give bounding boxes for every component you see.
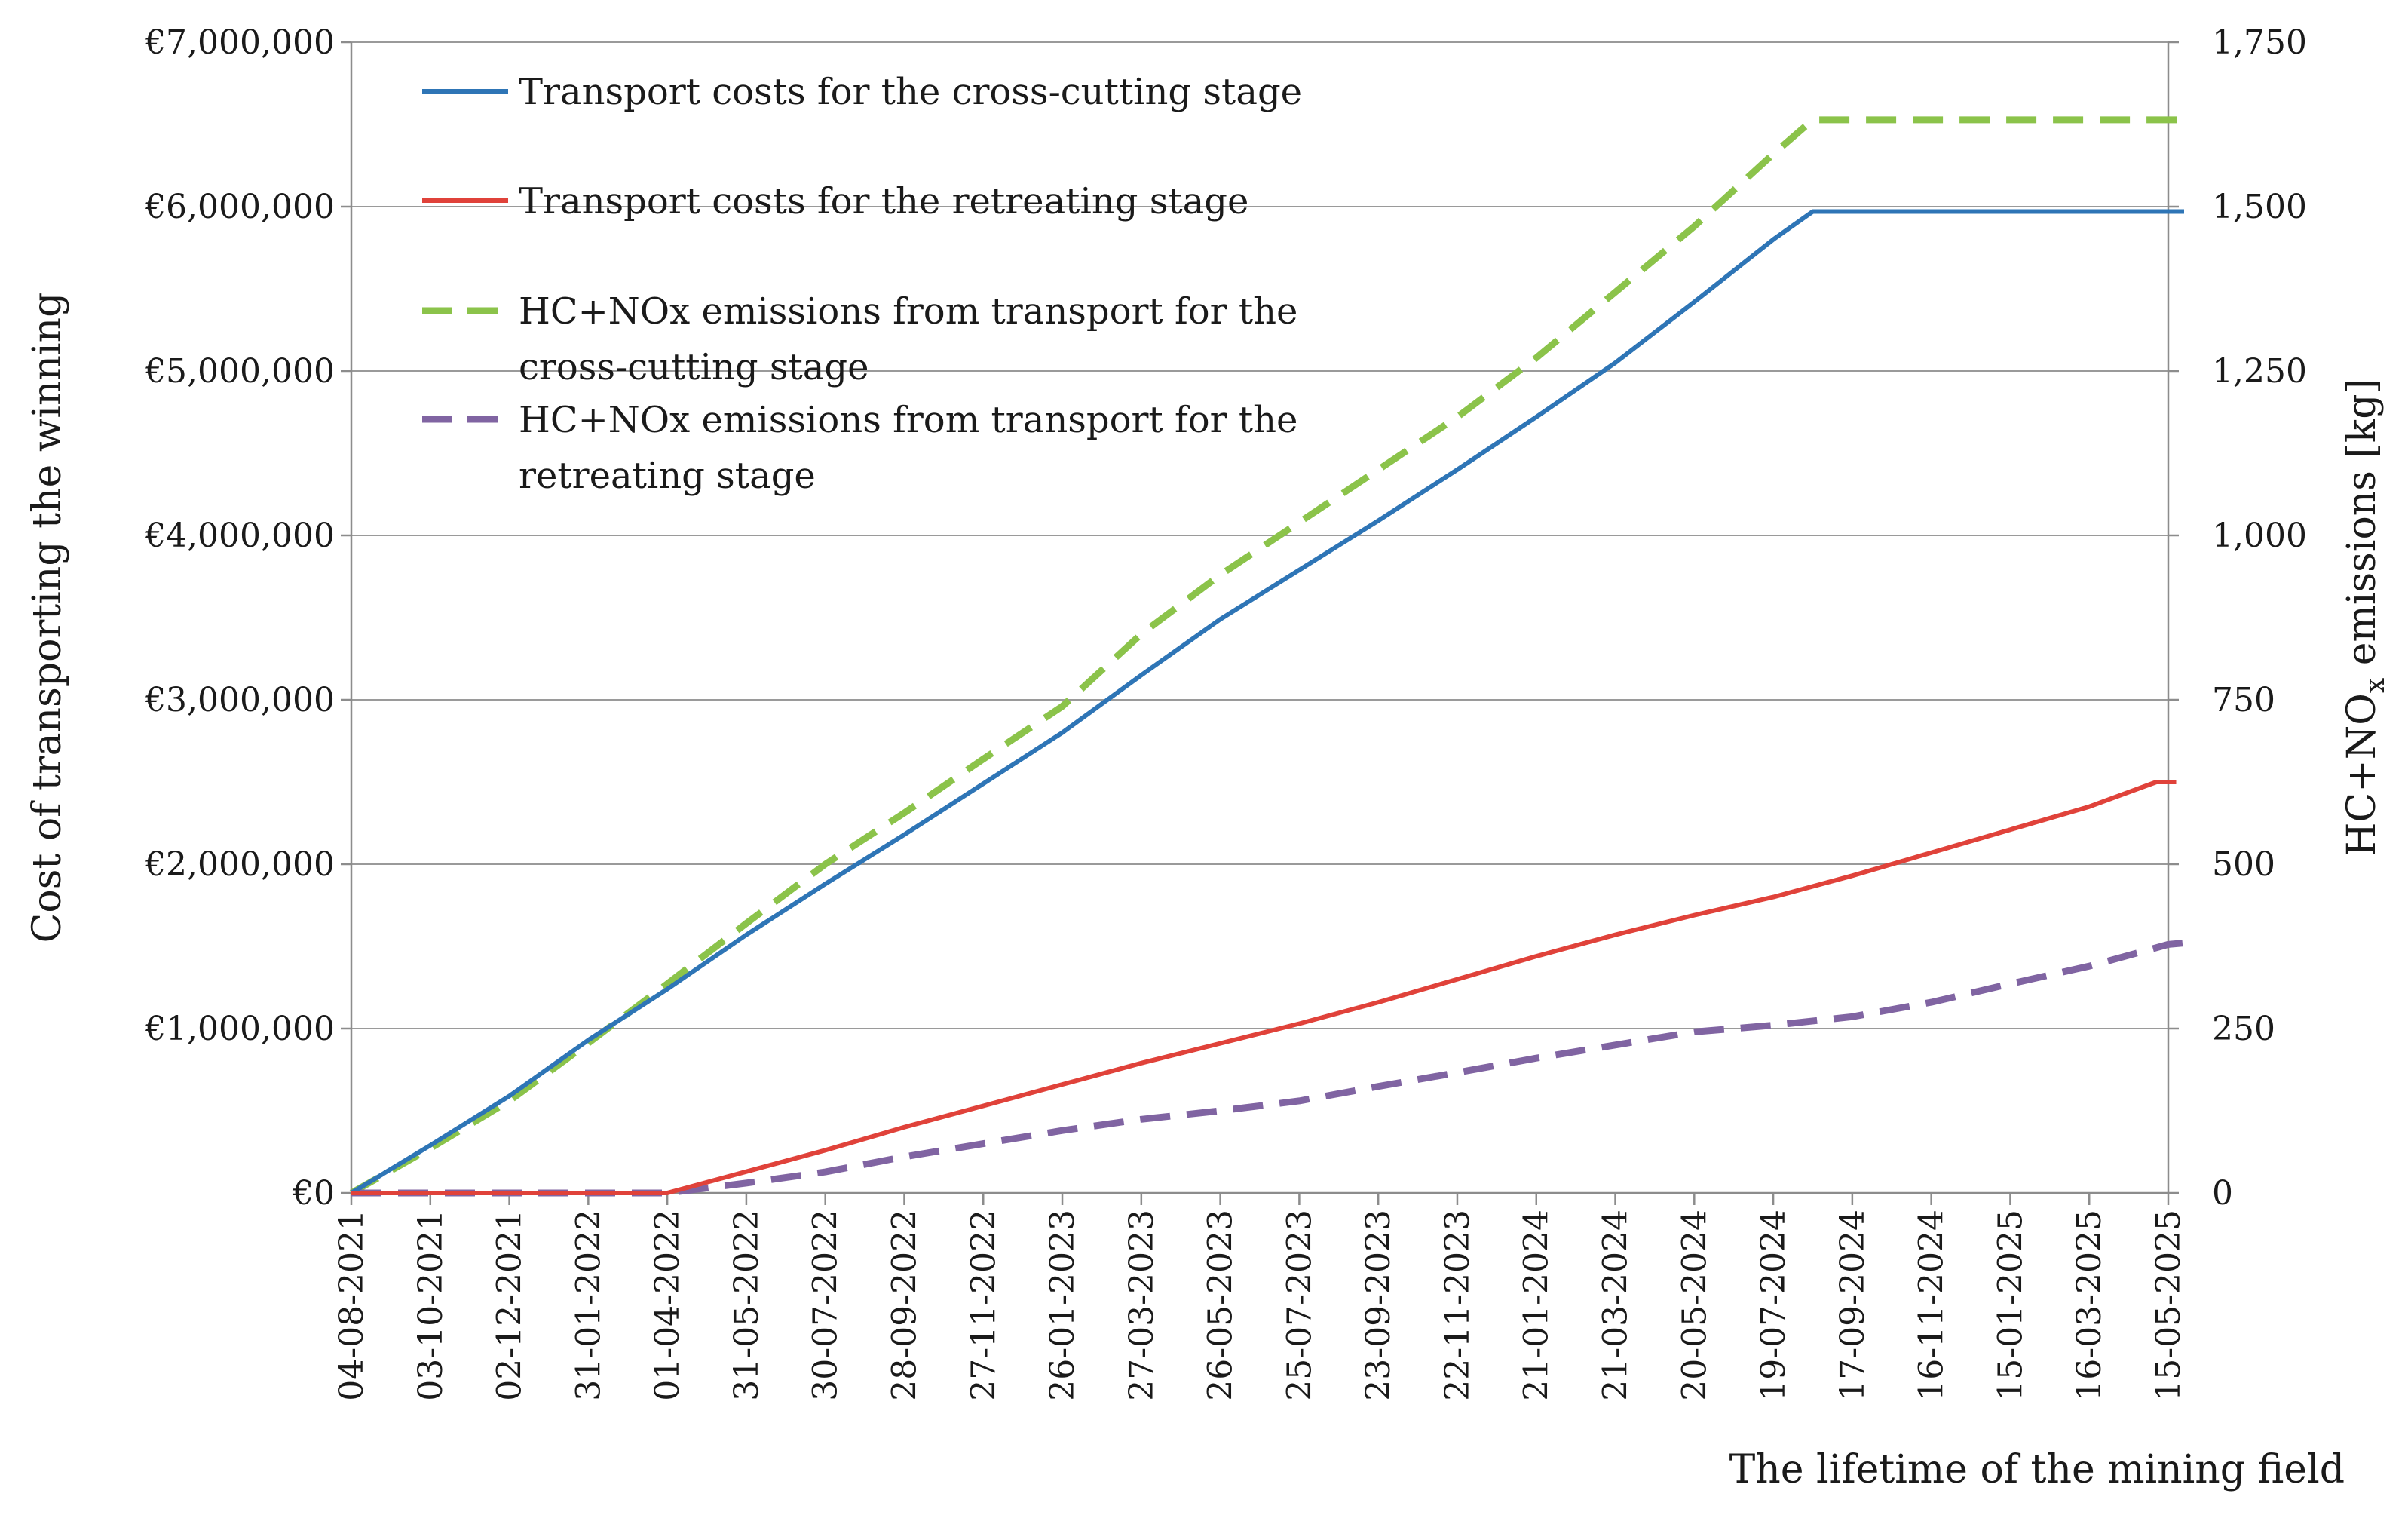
series-line — [351, 940, 2185, 1197]
series-lines — [349, 116, 2185, 1197]
x-tick-label: 19-07-2024 — [1754, 1210, 1793, 1401]
y2-tick-label: 250 — [2212, 1010, 2275, 1048]
series-line — [349, 116, 2184, 1196]
x-tick-label: 15-05-2025 — [2149, 1210, 2188, 1401]
y-tick-label: €0 — [292, 1174, 335, 1213]
x-tick-label: 02-12-2021 — [491, 1210, 529, 1401]
x-tick-label: 16-03-2025 — [2070, 1210, 2109, 1401]
y2-tick-label: 0 — [2212, 1174, 2233, 1213]
x-axis-ticks: 04-08-2021 03-10-2021 02-12-2021 31-01-2022… — [332, 1193, 2188, 1401]
x-tick-label: 21-03-2024 — [1597, 1210, 1635, 1401]
y-tick-label: €4,000,000 — [144, 517, 335, 555]
y-tick-label: €5,000,000 — [144, 352, 335, 391]
legend-label: HC+NOx emissions from transport for the — [519, 399, 1297, 441]
x-tick-label: 22-11-2023 — [1438, 1210, 1477, 1401]
x-tick-label: 17-09-2024 — [1834, 1210, 1872, 1401]
series-line — [350, 209, 2184, 1195]
y2-axis-title-subscript: x — [2360, 678, 2391, 693]
series-line — [351, 780, 2177, 1195]
x-tick-label: 31-05-2022 — [728, 1210, 766, 1401]
x-tick-label: 25-07-2023 — [1280, 1210, 1319, 1401]
y-axis-title: Cost of transporting the winning — [25, 293, 70, 943]
legend: Transport costs for the cross-cutting st… — [422, 71, 1302, 497]
y2-tick-label: 1,750 — [2212, 23, 2307, 62]
gridlines — [351, 41, 2168, 1029]
x-tick-label: 27-03-2023 — [1123, 1210, 1161, 1401]
y-tick-label: €3,000,000 — [144, 681, 335, 719]
x-tick-label: 16-11-2024 — [1913, 1210, 1951, 1401]
legend-label: HC+NOx emissions from transport for the — [519, 290, 1297, 333]
x-tick-label: 26-01-2023 — [1043, 1210, 1082, 1401]
y2-axis-ticks: 0 250 500 750 1,000 1,250 1,500 1,750 — [2168, 23, 2307, 1213]
y-tick-label: €1,000,000 — [144, 1010, 335, 1048]
x-tick-label: 15-01-2025 — [1991, 1210, 2030, 1401]
y2-axis-title-unit: emissions [kg] — [2339, 379, 2385, 678]
y2-tick-label: 500 — [2212, 845, 2275, 884]
x-tick-label: 26-05-2023 — [1202, 1210, 1240, 1401]
y2-tick-label: 1,500 — [2212, 188, 2307, 226]
legend-label: Transport costs for the retreating stage — [519, 180, 1248, 222]
legend-label: retreating stage — [519, 455, 816, 497]
y2-tick-label: 750 — [2212, 681, 2275, 719]
x-tick-label: 21-01-2024 — [1518, 1210, 1556, 1401]
y-tick-label: €6,000,000 — [144, 188, 335, 226]
x-tick-label: 27-11-2022 — [964, 1210, 1003, 1401]
x-tick-label: 28-09-2022 — [885, 1210, 924, 1401]
y2-axis-title-main: HC+NO — [2339, 693, 2385, 857]
x-tick-label: 23-09-2023 — [1359, 1210, 1398, 1401]
y-tick-label: €2,000,000 — [144, 845, 335, 884]
x-axis-title: The lifetime of the mining field — [1729, 1447, 2345, 1492]
x-tick-label: 04-08-2021 — [332, 1210, 371, 1401]
x-tick-label: 20-05-2024 — [1675, 1210, 1714, 1401]
y2-tick-label: 1,000 — [2212, 517, 2307, 555]
legend-label: Transport costs for the cross-cutting st… — [519, 71, 1302, 113]
y-tick-label: €7,000,000 — [144, 23, 335, 62]
x-tick-label: 01-04-2022 — [648, 1210, 687, 1401]
y2-axis-title: HC+NOx emissions [kg] — [2339, 379, 2391, 857]
x-tick-label: 30-07-2022 — [807, 1210, 845, 1401]
legend-label: cross-cutting stage — [519, 346, 869, 388]
x-tick-label: 03-10-2021 — [412, 1210, 450, 1401]
y-axis-ticks: €0 €1,000,000 €2,000,000 €3,000,000 €4,000,0… — [144, 23, 351, 1213]
y2-tick-label: 1,250 — [2212, 352, 2307, 391]
x-tick-label: 31-01-2022 — [569, 1210, 608, 1401]
